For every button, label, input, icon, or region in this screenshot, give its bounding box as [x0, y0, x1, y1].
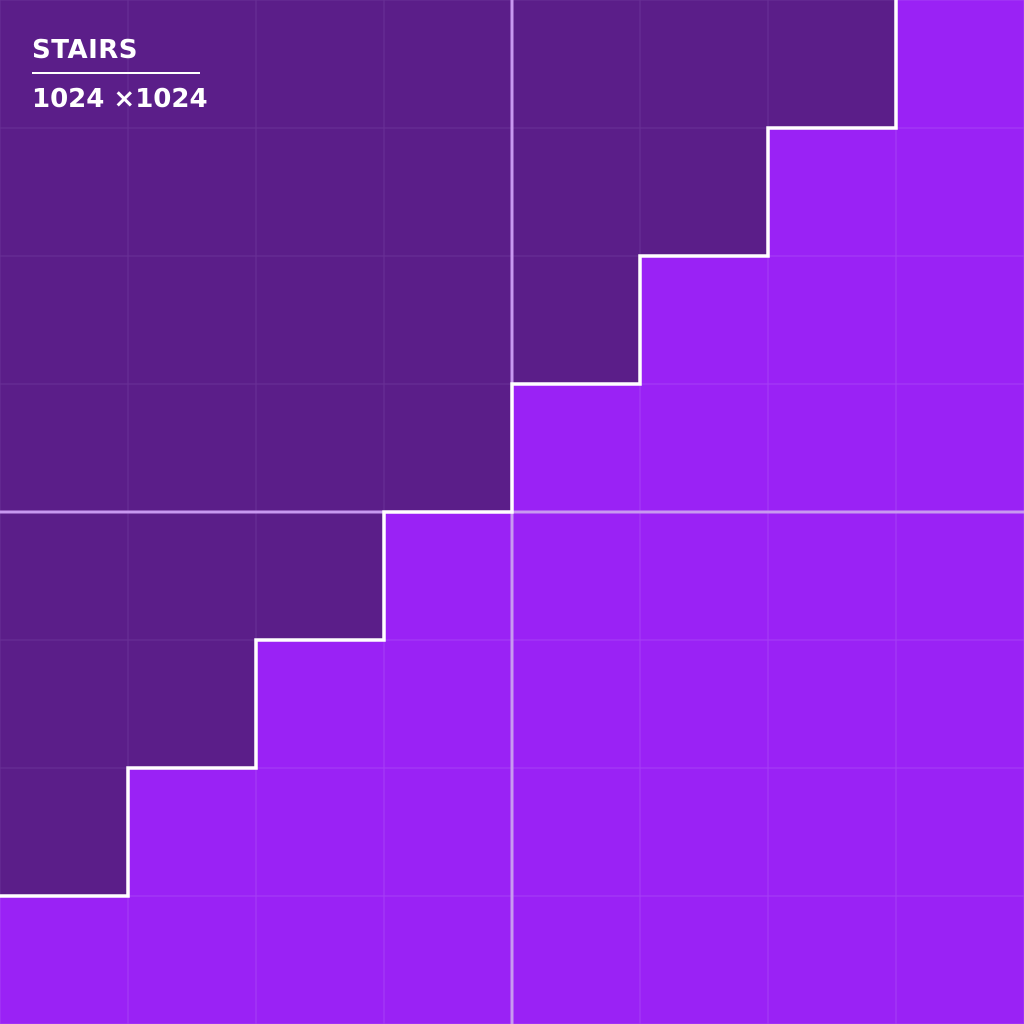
dark-cell	[127, 255, 257, 385]
light-cell	[767, 511, 897, 641]
light-cell	[895, 255, 1024, 385]
light-cell	[0, 895, 129, 1024]
light-cell	[639, 895, 769, 1024]
light-cell	[511, 511, 641, 641]
light-cell	[639, 639, 769, 769]
light-cell	[895, 127, 1024, 257]
light-cell	[895, 0, 1024, 129]
dark-cell	[383, 255, 513, 385]
dark-cell	[127, 127, 257, 257]
light-cell	[255, 767, 385, 897]
light-cell	[767, 767, 897, 897]
light-cell	[511, 639, 641, 769]
light-cell	[639, 255, 769, 385]
light-cell	[255, 639, 385, 769]
dark-cell	[0, 127, 129, 257]
light-cell	[383, 895, 513, 1024]
light-cell	[767, 127, 897, 257]
light-cell	[511, 895, 641, 1024]
dark-cell	[511, 255, 641, 385]
dark-cell	[383, 0, 513, 129]
light-cell	[767, 895, 897, 1024]
light-cell	[639, 767, 769, 897]
dark-cell	[255, 127, 385, 257]
dark-cell	[0, 767, 129, 897]
light-cell	[255, 895, 385, 1024]
light-cell	[511, 767, 641, 897]
title: STAIRS	[32, 35, 138, 65]
dark-cell	[255, 255, 385, 385]
light-cell	[895, 639, 1024, 769]
size-label: 1024 ×1024	[32, 84, 208, 114]
dark-cell	[0, 0, 129, 129]
dark-cell	[127, 383, 257, 513]
light-cell	[383, 639, 513, 769]
light-cell	[895, 767, 1024, 897]
dark-cell	[255, 0, 385, 129]
light-cell	[767, 255, 897, 385]
light-cell	[127, 767, 257, 897]
dark-cell	[127, 511, 257, 641]
light-cell	[127, 895, 257, 1024]
title-divider	[32, 72, 200, 74]
light-cell	[895, 383, 1024, 513]
stair-outline	[0, 0, 898, 898]
dark-cell	[127, 639, 257, 769]
dark-cell	[0, 511, 129, 641]
light-cell	[639, 383, 769, 513]
dark-cell	[767, 0, 897, 129]
dark-cell	[255, 511, 385, 641]
light-cell	[767, 383, 897, 513]
dark-cell	[0, 639, 129, 769]
dark-cell	[639, 0, 769, 129]
dark-cell	[511, 0, 641, 129]
dark-cell	[511, 127, 641, 257]
light-cell	[895, 895, 1024, 1024]
label-block: STAIRS 1024 ×1024	[32, 34, 208, 114]
dark-cell	[383, 127, 513, 257]
light-cell	[639, 511, 769, 641]
light-cell	[511, 383, 641, 513]
light-cell	[895, 511, 1024, 641]
dark-cell	[383, 383, 513, 513]
light-cell	[767, 639, 897, 769]
dark-cell	[0, 383, 129, 513]
light-cell	[383, 767, 513, 897]
dark-cell	[639, 127, 769, 257]
dark-cell	[127, 0, 257, 129]
dark-cell	[0, 255, 129, 385]
dark-cell	[255, 383, 385, 513]
light-cell	[383, 511, 513, 641]
